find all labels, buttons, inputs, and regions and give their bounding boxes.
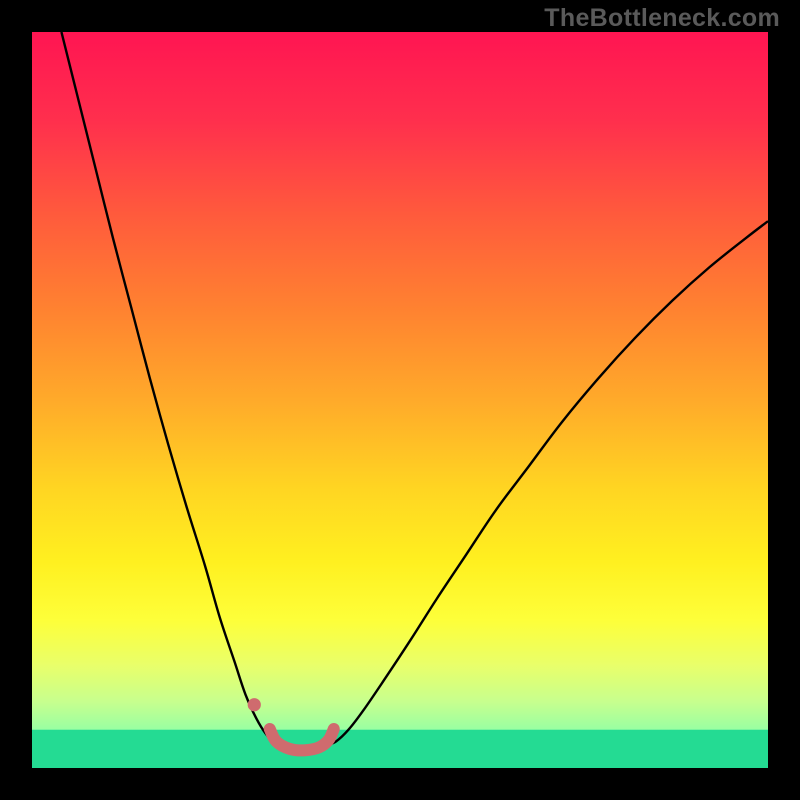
chart-stage: TheBottleneck.com bbox=[0, 0, 800, 800]
trough-dot bbox=[248, 698, 261, 711]
plot-area bbox=[32, 32, 768, 768]
bottleneck-curve-chart bbox=[32, 32, 768, 768]
bottom-band bbox=[32, 730, 768, 768]
watermark-text: TheBottleneck.com bbox=[544, 4, 780, 33]
